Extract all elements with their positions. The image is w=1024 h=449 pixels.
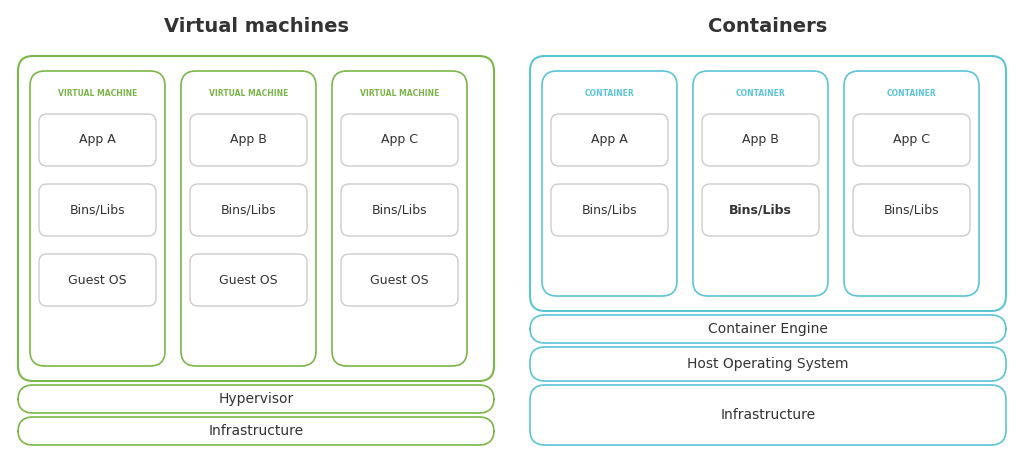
FancyBboxPatch shape bbox=[18, 56, 494, 381]
FancyBboxPatch shape bbox=[39, 254, 156, 306]
FancyBboxPatch shape bbox=[341, 114, 458, 166]
Text: VIRTUAL MACHINE: VIRTUAL MACHINE bbox=[209, 88, 288, 97]
FancyBboxPatch shape bbox=[39, 184, 156, 236]
Text: Bins/Libs: Bins/Libs bbox=[729, 203, 792, 216]
FancyBboxPatch shape bbox=[853, 184, 970, 236]
Text: Containers: Containers bbox=[709, 18, 827, 36]
Text: Container Engine: Container Engine bbox=[708, 322, 828, 336]
FancyBboxPatch shape bbox=[551, 184, 668, 236]
Text: App B: App B bbox=[230, 133, 267, 146]
Text: Host Operating System: Host Operating System bbox=[687, 357, 849, 371]
Text: CONTAINER: CONTAINER bbox=[887, 88, 936, 97]
Text: Bins/Libs: Bins/Libs bbox=[884, 203, 939, 216]
FancyBboxPatch shape bbox=[702, 114, 819, 166]
Text: App C: App C bbox=[381, 133, 418, 146]
Text: Bins/Libs: Bins/Libs bbox=[70, 203, 125, 216]
FancyBboxPatch shape bbox=[693, 71, 828, 296]
Text: VIRTUAL MACHINE: VIRTUAL MACHINE bbox=[57, 88, 137, 97]
FancyBboxPatch shape bbox=[181, 71, 316, 366]
Text: Virtual machines: Virtual machines bbox=[164, 18, 348, 36]
FancyBboxPatch shape bbox=[39, 114, 156, 166]
Text: App A: App A bbox=[79, 133, 116, 146]
Text: VIRTUAL MACHINE: VIRTUAL MACHINE bbox=[359, 88, 439, 97]
Text: Guest OS: Guest OS bbox=[219, 273, 278, 286]
FancyBboxPatch shape bbox=[341, 184, 458, 236]
FancyBboxPatch shape bbox=[551, 114, 668, 166]
FancyBboxPatch shape bbox=[190, 114, 307, 166]
Text: App A: App A bbox=[591, 133, 628, 146]
Text: Bins/Libs: Bins/Libs bbox=[582, 203, 637, 216]
Text: Hypervisor: Hypervisor bbox=[218, 392, 294, 406]
FancyBboxPatch shape bbox=[18, 417, 494, 445]
FancyBboxPatch shape bbox=[530, 385, 1006, 445]
Text: App C: App C bbox=[893, 133, 930, 146]
Text: Guest OS: Guest OS bbox=[69, 273, 127, 286]
Text: CONTAINER: CONTAINER bbox=[735, 88, 785, 97]
FancyBboxPatch shape bbox=[702, 184, 819, 236]
FancyBboxPatch shape bbox=[542, 71, 677, 296]
FancyBboxPatch shape bbox=[530, 347, 1006, 381]
FancyBboxPatch shape bbox=[18, 385, 494, 413]
Text: App B: App B bbox=[742, 133, 779, 146]
FancyBboxPatch shape bbox=[844, 71, 979, 296]
Text: Bins/Libs: Bins/Libs bbox=[221, 203, 276, 216]
Text: CONTAINER: CONTAINER bbox=[585, 88, 635, 97]
Text: Bins/Libs: Bins/Libs bbox=[372, 203, 427, 216]
Text: Infrastructure: Infrastructure bbox=[209, 424, 303, 438]
FancyBboxPatch shape bbox=[853, 114, 970, 166]
FancyBboxPatch shape bbox=[341, 254, 458, 306]
FancyBboxPatch shape bbox=[190, 184, 307, 236]
Text: Guest OS: Guest OS bbox=[371, 273, 429, 286]
FancyBboxPatch shape bbox=[190, 254, 307, 306]
FancyBboxPatch shape bbox=[30, 71, 165, 366]
FancyBboxPatch shape bbox=[530, 315, 1006, 343]
FancyBboxPatch shape bbox=[530, 56, 1006, 311]
FancyBboxPatch shape bbox=[332, 71, 467, 366]
Text: Infrastructure: Infrastructure bbox=[721, 408, 815, 422]
